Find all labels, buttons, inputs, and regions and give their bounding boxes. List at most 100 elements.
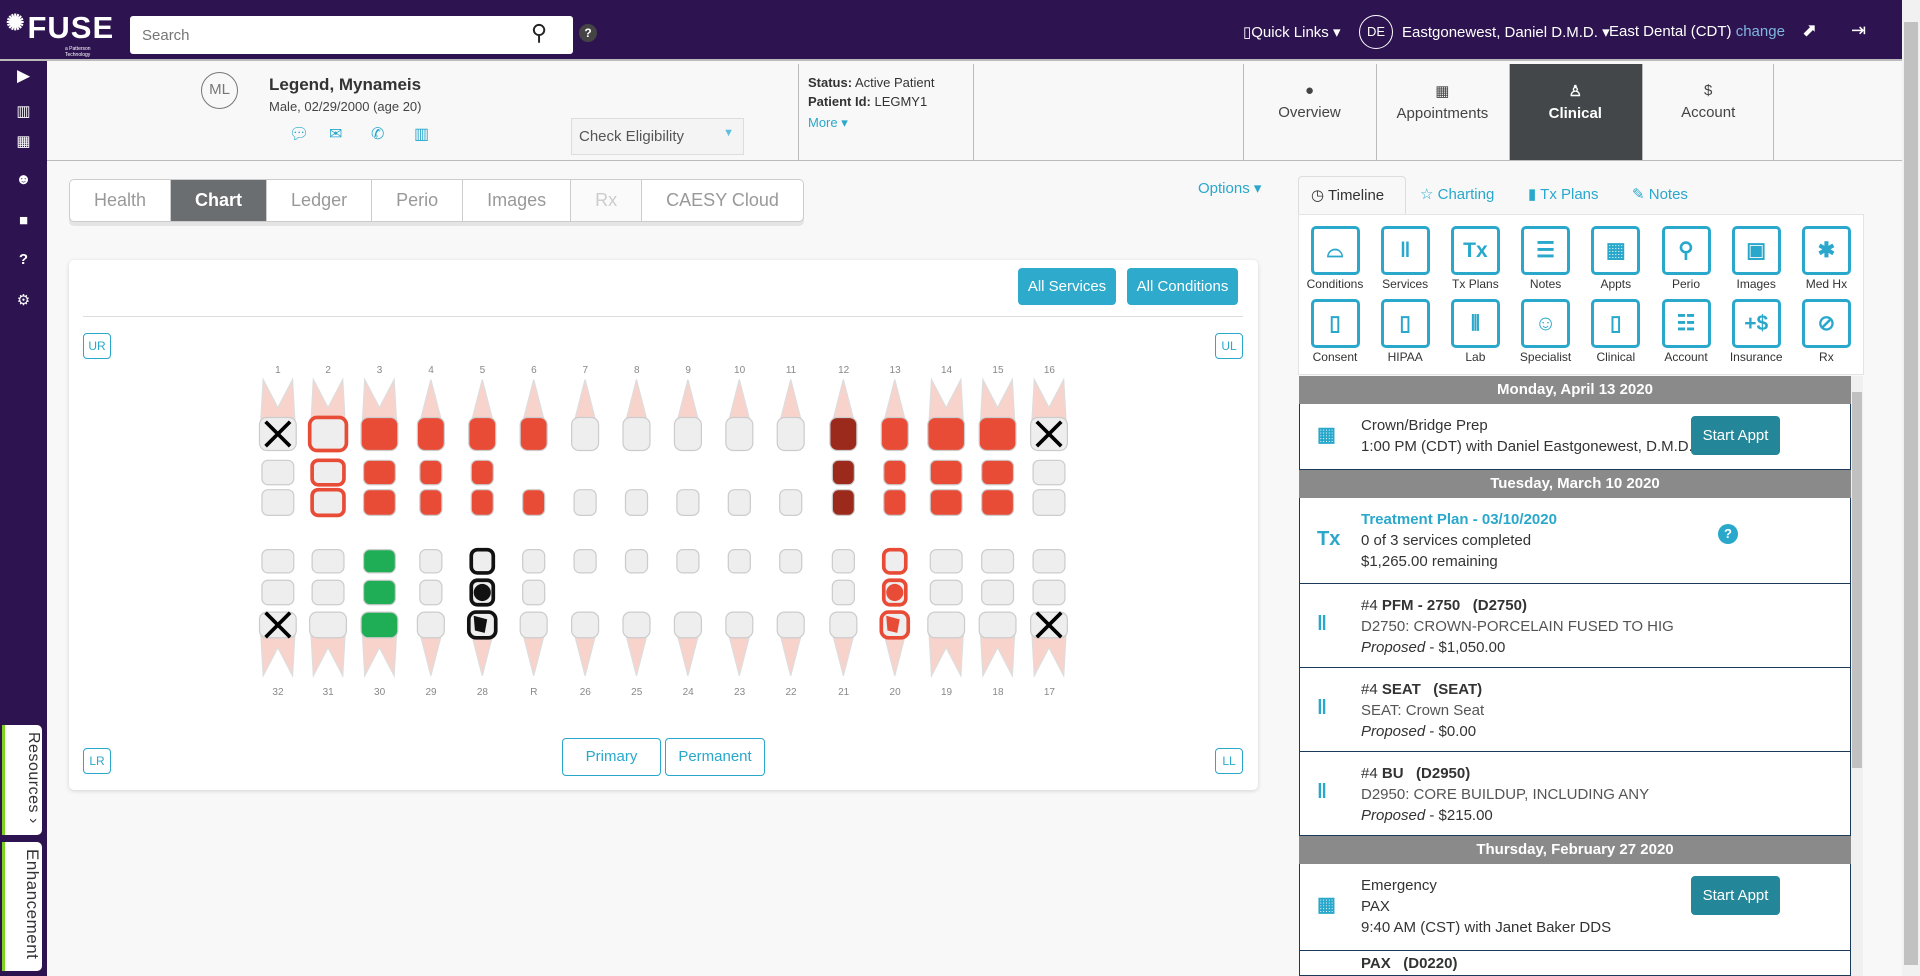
tooth-11[interactable] [776, 379, 805, 516]
resources-tab[interactable]: Resources › [2, 725, 42, 835]
timeline-service[interactable]: PAX (D0220) [1299, 951, 1851, 976]
gear-icon[interactable]: ⚙ [16, 292, 31, 309]
users-icon[interactable]: ☻ [15, 171, 32, 188]
quick-account-button[interactable]: ☷ Account [1651, 299, 1721, 364]
quick-notes-button[interactable]: ☰ Notes [1511, 226, 1581, 291]
help-icon[interactable]: ? [18, 251, 29, 268]
tab-timeline[interactable]: ◷ Timeline [1298, 176, 1406, 215]
timeline-service[interactable]: ǁ #4 PFM - 2750 (D2750) D2750: CROWN-PORCE… [1299, 584, 1851, 668]
tooth-26[interactable] [571, 549, 600, 676]
all-services-button[interactable]: All Services [1018, 268, 1116, 305]
tooth-14[interactable] [927, 377, 966, 516]
tooth-24[interactable] [673, 549, 702, 676]
primary-button[interactable]: Primary [562, 738, 661, 776]
tooth-5[interactable] [468, 379, 497, 516]
tooth-32[interactable] [258, 549, 297, 678]
tab-charting[interactable]: ☆ Charting [1408, 176, 1506, 215]
quick-clinical-button[interactable]: ▯ Clinical [1581, 299, 1651, 364]
user-menu[interactable]: Eastgonewest, Daniel D.M.D. ▾ [1402, 24, 1610, 41]
tooth-9[interactable] [673, 379, 702, 516]
timeline-scrollbar-thumb[interactable] [1852, 392, 1862, 768]
card-icon[interactable]: ▥ [414, 126, 430, 143]
quick-insurance-button[interactable]: +$ Insurance [1721, 299, 1791, 364]
tooth-28[interactable] [466, 547, 498, 676]
reports-chart-icon[interactable]: ▥ [16, 103, 31, 120]
tooth-10[interactable] [725, 379, 754, 516]
nav-tab-account[interactable]: $ Account [1642, 64, 1775, 160]
tooth-13[interactable] [880, 379, 909, 516]
timeline-treatment-plan[interactable]: Tx Treatment Plan - 03/10/2020 0 of 3 se… [1299, 498, 1851, 584]
patient-name[interactable]: Legend, Mynameis [269, 75, 422, 94]
tooth-7[interactable] [571, 379, 600, 516]
tab-ledger[interactable]: Ledger [267, 180, 373, 221]
tooth-6[interactable] [519, 379, 548, 516]
quick-conditions-button[interactable]: ⌓ Conditions [1300, 226, 1370, 291]
tooth-17[interactable] [1030, 549, 1068, 678]
timeline-appointment[interactable]: ▦ Crown/Bridge Prep 1:00 PM (CDT) with D… [1299, 404, 1851, 470]
timeline-appointment[interactable]: ▦ Emergency PAX 9:40 AM (CST) with Janet… [1299, 864, 1851, 951]
quick-perio-button[interactable]: ⚲ Perio [1651, 226, 1721, 291]
timeline-service[interactable]: ǁ #4 SEAT (SEAT) SEAT: Crown Seat Proposed … [1299, 668, 1851, 752]
search-input[interactable] [130, 16, 573, 54]
treatment-plan-link[interactable]: Treatment Plan - 03/10/2020 [1361, 511, 1557, 528]
tooth-1[interactable] [258, 377, 297, 516]
tooth-15[interactable] [978, 377, 1017, 516]
enhancement-tab[interactable]: Enhancement [2, 842, 42, 971]
tooth-4[interactable] [416, 379, 445, 516]
permanent-button[interactable]: Permanent [665, 738, 765, 776]
tooth-R[interactable] [519, 549, 548, 676]
tab-caesy-cloud[interactable]: CAESY Cloud [666, 190, 779, 210]
expand-sidebar-icon[interactable]: ▶ [16, 66, 31, 85]
check-eligibility-select[interactable]: Check Eligibility ▼ [571, 118, 744, 155]
tab-images[interactable]: Images [463, 180, 572, 221]
quadrant-ul-button[interactable]: UL [1215, 333, 1243, 359]
quick-lab-button[interactable]: ⫴ Lab [1440, 299, 1510, 364]
tooth-23[interactable] [725, 549, 754, 676]
quick-med-hx-button[interactable]: ✱ Med Hx [1791, 226, 1861, 291]
quadrant-ur-button[interactable]: UR [83, 333, 111, 359]
search-icon[interactable]: ⚲ [531, 20, 548, 45]
options-menu[interactable]: Options ▾ [1198, 180, 1262, 197]
tooth-22[interactable] [776, 549, 805, 676]
fuse-logo[interactable]: ✺FUSE a Patterson Technology [6, 10, 115, 58]
phone-icon[interactable]: ✆ [371, 126, 385, 143]
more-link[interactable]: More ▾ [808, 115, 848, 130]
briefcase-icon[interactable]: ■ [18, 212, 29, 229]
tooth-2[interactable] [307, 377, 349, 518]
tooth-16[interactable] [1030, 377, 1068, 516]
tooth-12[interactable] [829, 379, 858, 516]
logout-icon[interactable]: ⇥ [1851, 20, 1867, 40]
change-location-link[interactable]: change [1735, 23, 1785, 40]
tab-chart[interactable]: Chart [171, 180, 268, 221]
user-avatar[interactable]: DE [1359, 15, 1393, 49]
question-icon[interactable]: ? [1718, 524, 1738, 544]
quadrant-lr-button[interactable]: LR [83, 748, 111, 774]
nav-tab-clinical[interactable]: ♙ Clinical [1508, 64, 1642, 160]
tooth-3[interactable] [360, 377, 399, 516]
tooth-29[interactable] [416, 549, 445, 676]
tooth-chart[interactable] [0, 0, 1273, 808]
all-conditions-button[interactable]: All Conditions [1127, 268, 1238, 305]
quadrant-ll-button[interactable]: LL [1215, 748, 1243, 774]
quick-links-menu[interactable]: ▯Quick Links ▾ [1243, 24, 1341, 41]
tab-health[interactable]: Health [70, 180, 172, 221]
tooth-21[interactable] [829, 549, 858, 676]
nav-tab-overview[interactable]: ● Overview [1243, 64, 1376, 160]
timeline-service[interactable]: ǁ #4 BU (D2950) D2950: CORE BUILDUP, INCLU… [1299, 752, 1851, 836]
start-appt-button[interactable]: Start Appt [1691, 416, 1780, 455]
tab-perio[interactable]: Perio [372, 180, 464, 221]
tooth-31[interactable] [309, 549, 348, 678]
calendar-icon[interactable]: ▦ [16, 133, 31, 150]
start-appt-button[interactable]: Start Appt [1691, 876, 1780, 915]
email-icon[interactable]: ✉ [329, 126, 343, 143]
tooth-20[interactable] [879, 547, 911, 676]
external-link-icon[interactable]: ⬈ [1802, 20, 1818, 40]
chat-icon[interactable]: 💬︎ [289, 126, 310, 143]
tab-notes[interactable]: ✎ Notes [1620, 176, 1700, 215]
tooth-19[interactable] [927, 549, 966, 678]
nav-tab-appointments[interactable]: ▦ Appointments [1376, 64, 1509, 160]
tooth-18[interactable] [978, 549, 1017, 678]
quick-rx-button[interactable]: ⊘ Rx [1791, 299, 1861, 364]
help-button[interactable]: ? [579, 24, 597, 42]
quick-consent-button[interactable]: ▯ Consent [1300, 299, 1370, 364]
